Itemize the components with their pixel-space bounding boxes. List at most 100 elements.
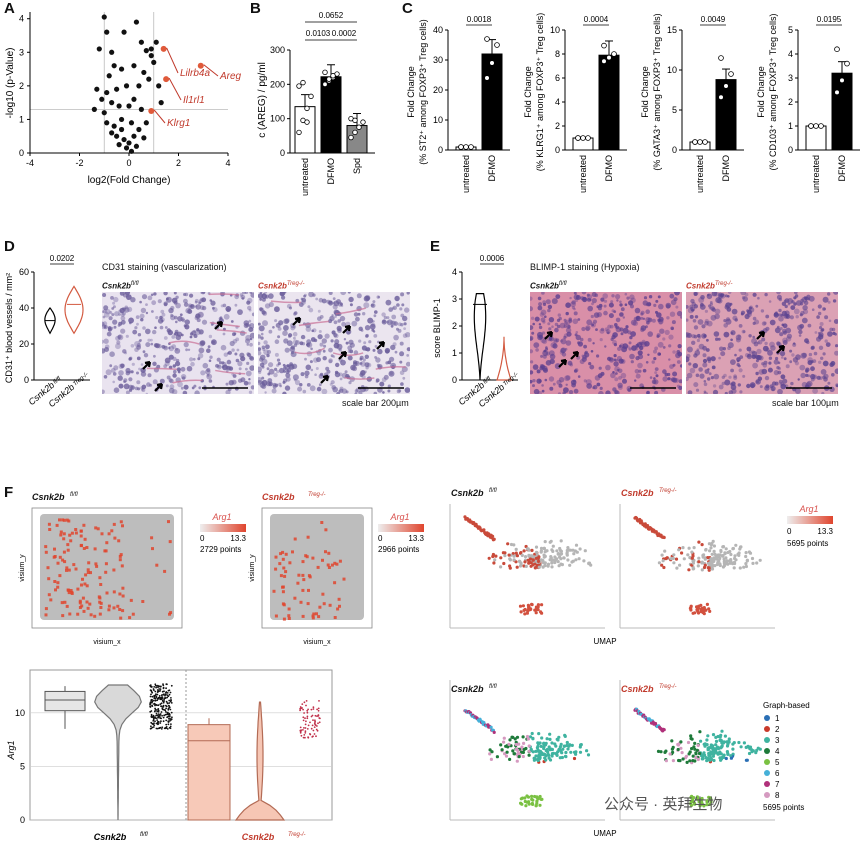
y-tick-label: 3 xyxy=(788,73,793,83)
cell-nucleus xyxy=(781,310,787,317)
cell-nucleus xyxy=(776,294,782,300)
cell-nucleus xyxy=(563,321,568,326)
cell-nucleus xyxy=(615,325,620,330)
umap-point xyxy=(712,556,716,560)
cell-nucleus xyxy=(347,292,351,294)
arg1-spot xyxy=(67,591,71,595)
umap-point xyxy=(526,558,530,562)
cell-nucleus xyxy=(554,327,559,333)
umap-point xyxy=(521,604,525,608)
umap-point xyxy=(536,559,541,563)
cell-nucleus xyxy=(157,299,162,304)
data-point xyxy=(844,60,850,67)
cell-nucleus xyxy=(128,357,132,361)
cell-point xyxy=(154,707,157,710)
cell-nucleus xyxy=(695,388,700,392)
cell-nucleus xyxy=(667,372,671,377)
cell-nucleus xyxy=(299,341,304,346)
umap-point xyxy=(688,556,692,560)
cell-point xyxy=(165,723,168,726)
data-point xyxy=(104,120,110,126)
cell-nucleus xyxy=(740,310,746,315)
cell-nucleus xyxy=(120,315,126,321)
umap-point xyxy=(539,546,544,550)
cell-nucleus xyxy=(286,364,290,368)
cell-nucleus xyxy=(645,325,648,329)
cell-nucleus xyxy=(370,303,376,308)
umap-point xyxy=(660,553,664,557)
data-point xyxy=(330,73,336,79)
cell-nucleus xyxy=(572,318,579,325)
cell-nucleus xyxy=(751,354,757,360)
cell-nucleus xyxy=(739,390,743,394)
cell-nucleus xyxy=(693,353,698,358)
umap-point xyxy=(556,738,560,742)
umap-point xyxy=(550,754,554,758)
umap-point xyxy=(508,757,512,761)
cell-nucleus xyxy=(353,360,357,365)
cell-point xyxy=(168,715,171,718)
umap-point xyxy=(712,544,716,548)
umap-point xyxy=(515,565,519,569)
cell-nucleus xyxy=(794,388,801,394)
cell-point xyxy=(166,692,169,694)
umap-point xyxy=(708,609,712,613)
cell-point xyxy=(154,697,157,700)
cell-nucleus xyxy=(293,311,298,315)
cell-nucleus xyxy=(112,305,116,309)
bar xyxy=(320,76,342,154)
data-point xyxy=(718,94,724,100)
cell-nucleus xyxy=(358,390,363,394)
cell-nucleus xyxy=(286,368,291,373)
cell-nucleus xyxy=(810,366,815,372)
arg1-spot xyxy=(63,560,67,564)
arg1-spot xyxy=(274,567,278,571)
cell-point xyxy=(315,735,317,738)
y-tick-label: 40 xyxy=(433,25,443,35)
cell-nucleus xyxy=(362,312,366,316)
cd31-histology-image-1 xyxy=(102,292,254,394)
data-point xyxy=(153,39,159,45)
cell-nucleus xyxy=(730,359,736,365)
umap-point xyxy=(555,752,559,756)
cell-nucleus xyxy=(121,307,125,311)
umap-point xyxy=(681,757,685,761)
data-point xyxy=(818,123,824,129)
cell-nucleus xyxy=(664,329,670,335)
cell-nucleus xyxy=(540,309,547,316)
cell-nucleus xyxy=(818,311,822,316)
y-tick-label: 30 xyxy=(433,55,443,65)
cell-point xyxy=(311,724,314,727)
y-tick-label: 6 xyxy=(555,73,560,83)
cell-nucleus xyxy=(330,339,334,343)
umap-point xyxy=(538,741,542,745)
data-point xyxy=(813,123,819,129)
cell-nucleus xyxy=(825,342,831,347)
cell-nucleus xyxy=(635,347,639,351)
y-tick-label: 5 xyxy=(20,761,25,771)
cell-nucleus xyxy=(640,316,644,320)
umap-point xyxy=(694,756,698,760)
umap-point xyxy=(717,752,721,756)
cell-nucleus xyxy=(113,365,119,371)
umap-point xyxy=(695,748,699,752)
cell-nucleus xyxy=(746,346,752,352)
cell-nucleus xyxy=(549,336,553,341)
cell-point xyxy=(316,725,318,727)
cell-nucleus xyxy=(140,318,144,322)
y-axis-label-line1: Fold Change xyxy=(756,66,766,118)
cell-nucleus xyxy=(603,304,607,308)
cell-point xyxy=(316,708,318,711)
y-tick-label: 0 xyxy=(672,145,677,155)
cell-nucleus xyxy=(637,362,643,369)
y-tick-label: 2 xyxy=(19,81,24,91)
cell-nucleus xyxy=(103,305,109,311)
cell-nucleus xyxy=(329,382,333,386)
umap-point xyxy=(563,733,567,737)
arg1-spot xyxy=(324,528,328,532)
umap-point xyxy=(539,744,543,748)
legend-swatch xyxy=(764,792,770,798)
cell-nucleus xyxy=(767,350,773,356)
arg1-spot xyxy=(96,527,100,531)
arg1-spot xyxy=(98,612,102,616)
